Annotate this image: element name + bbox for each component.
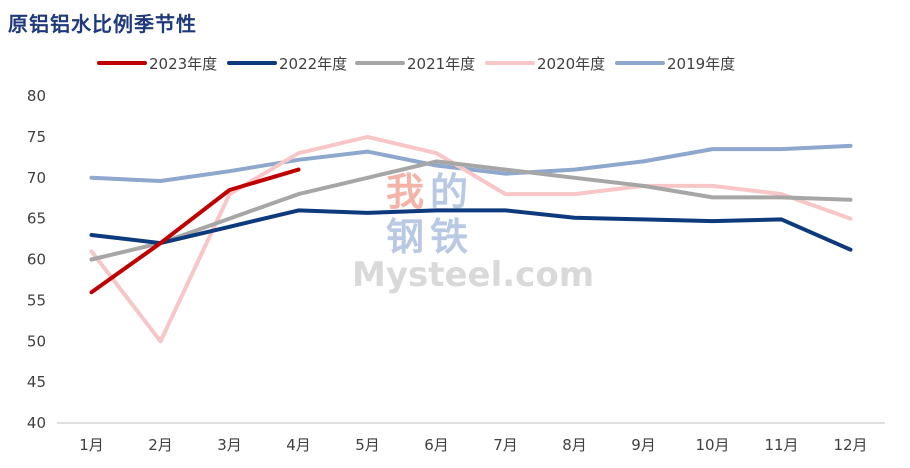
x-tick-label: 1月 — [79, 436, 104, 454]
y-tick-label: 40 — [27, 414, 46, 432]
x-tick-label: 10月 — [695, 436, 729, 454]
series-lines — [89, 134, 853, 344]
series-line — [89, 208, 853, 252]
legend-label: 2021年度 — [407, 55, 475, 73]
x-tick-label: 12月 — [833, 436, 867, 454]
x-axis: 1月 2月 3月 4月 5月 6月 7月 8月 9月 10月 11月 12月 — [57, 422, 885, 454]
x-tick-label: 6月 — [424, 436, 449, 454]
x-tick-label: 7月 — [493, 436, 518, 454]
x-tick-label: 9月 — [631, 436, 656, 454]
y-tick-label: 65 — [27, 210, 46, 228]
mysteel-watermark: 我的钢 铁Mysteel.com — [352, 169, 594, 295]
legend-item: 2022年度 — [227, 55, 347, 73]
watermark-char: 我 — [386, 169, 424, 214]
legend-label: 2022年度 — [279, 55, 347, 73]
y-axis: 40 45 50 55 60 65 70 75 80 — [27, 87, 46, 432]
x-tick-label: 5月 — [355, 436, 380, 454]
legend-item: 2019年度 — [615, 55, 735, 73]
x-tick-label: 8月 — [562, 436, 587, 454]
watermark-char: 的 — [430, 169, 468, 214]
x-tick-label: 11月 — [764, 436, 798, 454]
watermark-char: 铁 — [430, 214, 468, 259]
series-line — [89, 167, 301, 295]
watermark-brand: Mysteel.com — [352, 255, 594, 295]
legend-item: 2020年度 — [485, 55, 605, 73]
legend-item: 2023年度 — [97, 55, 217, 73]
y-tick-label: 70 — [27, 169, 46, 187]
series-line — [89, 143, 853, 183]
y-tick-label: 80 — [27, 87, 46, 105]
y-tick-label: 75 — [27, 128, 46, 146]
x-tick-label: 3月 — [217, 436, 242, 454]
legend-label: 2023年度 — [149, 55, 217, 73]
series-line — [89, 134, 853, 344]
legend-label: 2020年度 — [537, 55, 605, 73]
y-tick-label: 60 — [27, 251, 46, 269]
x-tick-label: 4月 — [286, 436, 311, 454]
legend-item: 2021年度 — [355, 55, 475, 73]
series-line — [89, 159, 853, 262]
watermark-char: 钢 — [386, 214, 424, 259]
y-tick-label: 55 — [27, 291, 46, 309]
x-tick-label: 2月 — [148, 436, 173, 454]
legend: 2023年度 2022年度 2021年度 2020年度 2019年度 — [97, 55, 735, 73]
legend-label: 2019年度 — [667, 55, 735, 73]
y-tick-label: 45 — [27, 373, 46, 391]
chart-title: 原铝铝水比例季节性 — [8, 12, 197, 36]
y-tick-label: 50 — [27, 332, 46, 350]
